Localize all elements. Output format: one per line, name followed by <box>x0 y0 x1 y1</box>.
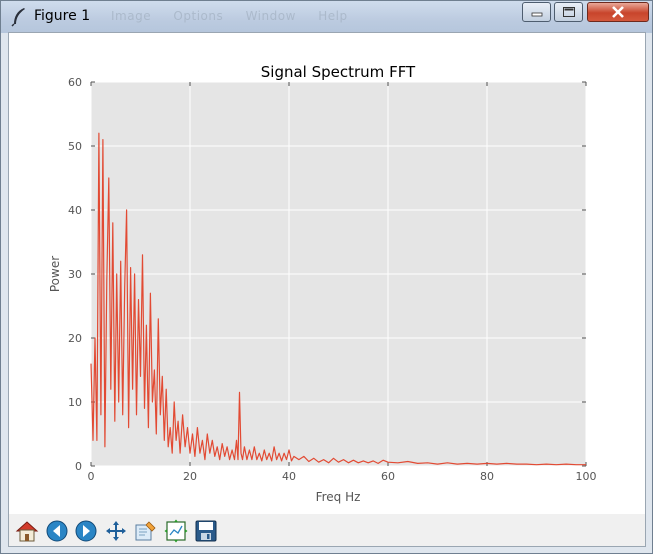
arrow-right-icon <box>75 520 96 541</box>
x-tick-label: 80 <box>480 470 494 483</box>
close-icon <box>612 6 624 18</box>
minimize-icon <box>531 12 542 17</box>
ghost-menu-item: Window <box>245 9 296 23</box>
y-tick-label: 20 <box>68 332 82 345</box>
window-title: Figure 1 <box>34 8 91 24</box>
x-tick-label: 0 <box>88 470 95 483</box>
y-axis-label: Power <box>48 256 62 292</box>
x-tick-label: 40 <box>282 470 296 483</box>
series-line <box>90 132 586 466</box>
subplots-button[interactable] <box>162 517 189 544</box>
y-tick-label: 40 <box>68 204 82 217</box>
minimize-button[interactable] <box>522 2 551 22</box>
x-axis-label: Freq Hz <box>316 490 361 504</box>
x-tick-label: 100 <box>576 470 597 483</box>
pan-button[interactable] <box>102 517 129 544</box>
feather-icon <box>11 8 25 27</box>
save-button[interactable] <box>192 517 219 544</box>
ghost-menu-item: Image <box>111 9 152 23</box>
back-button[interactable] <box>43 517 70 544</box>
y-tick-label: 60 <box>68 76 82 89</box>
move-arrows-icon <box>105 520 126 541</box>
y-tick-label: 50 <box>68 140 82 153</box>
close-button[interactable] <box>587 2 649 22</box>
forward-button[interactable] <box>72 517 99 544</box>
arrow-left-icon <box>46 520 67 541</box>
chart-title: Signal Spectrum FFT <box>261 63 416 81</box>
figure-canvas-area: 0 20 40 60 80 100 0 10 20 30 40 50 60 Signal Spectru… <box>8 32 646 547</box>
y-tick-label: 30 <box>68 268 82 281</box>
ghost-menu: Image Options Window Help <box>111 9 366 23</box>
zoom-rect-icon <box>135 520 156 540</box>
spectrum-chart[interactable]: 0 20 40 60 80 100 0 10 20 30 40 50 60 Signal Spectru… <box>9 33 645 514</box>
maximize-icon <box>562 7 575 17</box>
title-bar[interactable]: Figure 1 Image Options Window Help <box>1 1 652 33</box>
floppy-disk-icon <box>195 520 216 541</box>
home-icon <box>15 520 38 541</box>
x-tick-label: 60 <box>381 470 395 483</box>
x-tick-label: 20 <box>183 470 197 483</box>
ghost-menu-item: Help <box>318 9 348 23</box>
y-tick-label: 10 <box>68 396 82 409</box>
zoom-button[interactable] <box>132 517 159 544</box>
y-tick-label: 0 <box>75 460 82 473</box>
home-button[interactable] <box>13 517 40 544</box>
subplots-icon <box>164 519 187 542</box>
ghost-menu-item: Options <box>173 9 224 23</box>
axis-ticks: 0 20 40 60 80 100 0 10 20 30 40 50 60 <box>68 76 597 483</box>
navigation-toolbar <box>9 514 645 546</box>
maximize-button[interactable] <box>554 2 583 22</box>
